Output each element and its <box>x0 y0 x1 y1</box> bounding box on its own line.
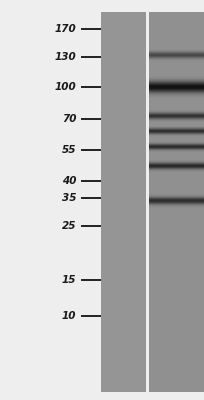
Text: 25: 25 <box>62 221 76 231</box>
Text: 10: 10 <box>62 311 76 321</box>
Bar <box>149 12 204 392</box>
Text: 70: 70 <box>62 114 76 124</box>
Bar <box>101 12 146 392</box>
Bar <box>146 12 149 392</box>
Text: 130: 130 <box>55 52 76 62</box>
Text: 100: 100 <box>55 82 76 92</box>
Text: 15: 15 <box>62 275 76 285</box>
Text: 170: 170 <box>55 24 76 34</box>
Text: 35: 35 <box>62 193 76 203</box>
Text: 55: 55 <box>62 144 76 154</box>
Text: 40: 40 <box>62 176 76 186</box>
